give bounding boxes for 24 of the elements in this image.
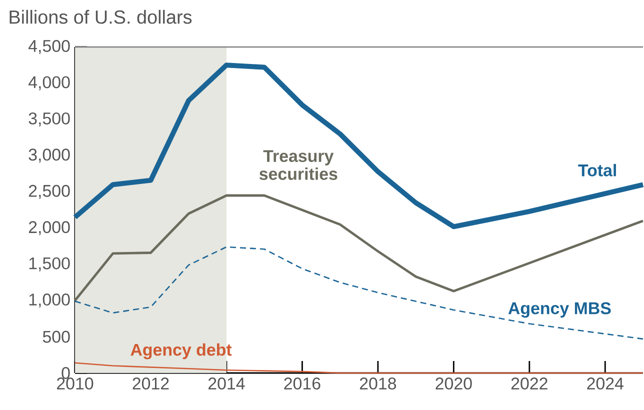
x-tick-label: 2020 xyxy=(436,378,472,390)
y-tick-label: 1,000 xyxy=(29,294,70,308)
x-tick-label: 2014 xyxy=(208,378,245,390)
y-tick-label: 4,500 xyxy=(28,40,70,54)
y-axis-title: Billions of U.S. dollars xyxy=(10,10,192,24)
line-series xyxy=(74,246,644,340)
y-tick-label: 4,000 xyxy=(28,76,70,90)
x-tick-label: 2018 xyxy=(360,378,396,390)
x-tick-label: 2024 xyxy=(587,378,624,390)
y-tick-label: 0 xyxy=(62,367,70,380)
y-tick-label: 1,500 xyxy=(29,257,70,272)
x-tick-label: 2016 xyxy=(284,378,320,390)
x-tick-label: 2022 xyxy=(511,378,548,390)
x-tick-label: 2010 xyxy=(57,378,94,390)
y-tick-label: 3,000 xyxy=(28,148,70,163)
annotation: Agency debt xyxy=(130,343,232,360)
y-tick-label: 2,000 xyxy=(28,221,70,236)
x-tick-label: 2012 xyxy=(132,378,169,390)
y-tick-label: 2,500 xyxy=(28,184,70,199)
annotation: Treasury securities xyxy=(259,150,338,180)
y-tick-label: 3,500 xyxy=(28,112,70,126)
annotation: Total xyxy=(578,164,616,176)
y-tick-label: 500 xyxy=(42,330,70,343)
annotation: Agency MBS xyxy=(508,302,611,318)
